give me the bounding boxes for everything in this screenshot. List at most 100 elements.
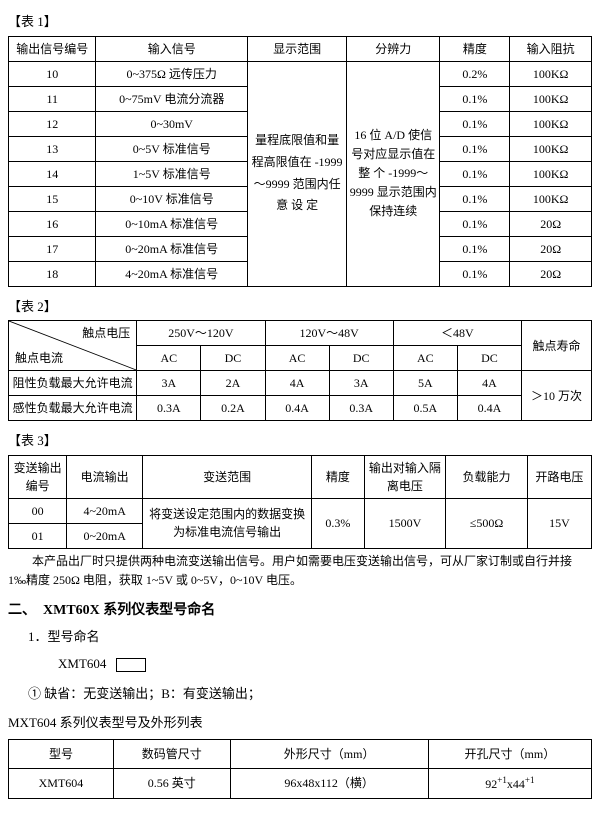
cell-tube: 0.56 英寸 — [113, 768, 230, 798]
acdc: DC — [329, 346, 393, 371]
cell-sig: 0~375Ω 远传压力 — [96, 61, 248, 86]
cell-prec: 0.1% — [440, 261, 510, 286]
cell-sig: 0~10V 标准信号 — [96, 186, 248, 211]
cell-curr: 4~20mA — [67, 498, 143, 523]
row-label: 感性负载最大允许电流 — [9, 396, 137, 421]
series-label: MXT604 系列仪表型号及外形列表 — [8, 713, 592, 733]
cell-sig: 0~20mA 标准信号 — [96, 236, 248, 261]
col-prec: 精度 — [440, 36, 510, 61]
diag-header: 触点电压 触点电流 — [9, 321, 137, 371]
col-res: 分辨力 — [347, 36, 440, 61]
cell-id: 17 — [9, 236, 96, 261]
table-row: 输出信号编号 输入信号 显示范围 分辨力 精度 输入阻抗 — [9, 36, 592, 61]
cell-curr: 0~20mA — [67, 523, 143, 548]
col-sig: 输入信号 — [96, 36, 248, 61]
table3-note: 本产品出厂时只提供两种电流变送输出信号。用户如需要电压变送输出信号，可从厂家订制… — [8, 552, 592, 590]
cell: 0.4A — [457, 396, 521, 421]
cell: 3A — [329, 371, 393, 396]
col: 型号 — [9, 739, 114, 768]
cell-prec: 0.1% — [440, 111, 510, 136]
table-row: 型号 数码管尺寸 外形尺寸（mm） 开孔尺寸（mm） — [9, 739, 592, 768]
col-imp: 输入阻抗 — [510, 36, 592, 61]
table-row: 感性负载最大允许电流 0.3A 0.2A 0.4A 0.3A 0.5A 0.4A — [9, 396, 592, 421]
cell-imp: 100KΩ — [510, 136, 592, 161]
col: 精度 — [312, 455, 364, 498]
cell: 0.4A — [265, 396, 329, 421]
acdc: DC — [201, 346, 265, 371]
table3: 变送输出编号 电流输出 变送范围 精度 输出对输入隔离电压 负载能力 开路电压 … — [8, 455, 592, 549]
cell-sig: 1~5V 标准信号 — [96, 161, 248, 186]
acdc: AC — [137, 346, 201, 371]
cell-sig: 0~75mV 电流分流器 — [96, 86, 248, 111]
cell-open: 15V — [527, 498, 591, 548]
cell-imp: 100KΩ — [510, 161, 592, 186]
acdc: DC — [457, 346, 521, 371]
cell: 2A — [201, 371, 265, 396]
row-label: 阻性负载最大允许电流 — [9, 371, 137, 396]
cell-prec: 0.1% — [440, 186, 510, 211]
cell-prec: 0.1% — [440, 211, 510, 236]
cell: 4A — [457, 371, 521, 396]
cell-id: 11 — [9, 86, 96, 111]
table4: 型号 数码管尺寸 外形尺寸（mm） 开孔尺寸（mm） XMT604 0.56 英… — [8, 739, 592, 799]
cell-id: 15 — [9, 186, 96, 211]
cell-prec: 0.1% — [440, 136, 510, 161]
table2: 触点电压 触点电流 250V～120V 120V～48V ＜48V 触点寿命 A… — [8, 320, 592, 421]
col: 数码管尺寸 — [113, 739, 230, 768]
table-row: 触点电压 触点电流 250V～120V 120V～48V ＜48V 触点寿命 — [9, 321, 592, 346]
cell-id: 01 — [9, 523, 67, 548]
volt-range: ＜48V — [393, 321, 521, 346]
cell-load: ≤500Ω — [446, 498, 528, 548]
cell-sig: 0~30mV — [96, 111, 248, 136]
table1: 输出信号编号 输入信号 显示范围 分辨力 精度 输入阻抗 10 0~375Ω 远… — [8, 36, 592, 287]
cell: 3A — [137, 371, 201, 396]
cell: 0.3A — [137, 396, 201, 421]
cell-sig: 0~5V 标准信号 — [96, 136, 248, 161]
col: 电流输出 — [67, 455, 143, 498]
life-val: ＞10 万次 — [522, 371, 592, 421]
col: 输出对输入隔离电压 — [364, 455, 446, 498]
diag-upper: 触点电压 — [82, 324, 130, 342]
volt-range: 250V～120V — [137, 321, 265, 346]
table-row: 阻性负载最大允许电流 3A 2A 4A 3A 5A 4A ＞10 万次 — [9, 371, 592, 396]
cell-imp: 100KΩ — [510, 61, 592, 86]
cell-imp: 100KΩ — [510, 86, 592, 111]
model-desc: ① 缺省：无变送输出；B：有变送输出； — [28, 684, 592, 704]
cell-id: 18 — [9, 261, 96, 286]
acdc: AC — [265, 346, 329, 371]
section2-heading: 二、 XMT60X 系列仪表型号命名 — [8, 600, 592, 621]
cell-model: XMT604 — [9, 768, 114, 798]
cell: 0.3A — [329, 396, 393, 421]
sub-model-naming: 1．型号命名 — [28, 627, 592, 647]
cell-range-merged: 量程底限值和量程高限值在 -1999～9999 范围内任意 设 定 — [248, 61, 347, 286]
cell-prec: 0.3% — [312, 498, 364, 548]
cell-imp: 100KΩ — [510, 186, 592, 211]
cell-id: 16 — [9, 211, 96, 236]
col: 变送输出编号 — [9, 455, 67, 498]
cell-res-merged: 16 位 A/D 使信号对应显示值在整 个 -1999～9999 显示范围内保持… — [347, 61, 440, 286]
cell-imp: 100KΩ — [510, 111, 592, 136]
col-id: 输出信号编号 — [9, 36, 96, 61]
cell-iso: 1500V — [364, 498, 446, 548]
cell-imp: 20Ω — [510, 236, 592, 261]
table-row: 变送输出编号 电流输出 变送范围 精度 输出对输入隔离电压 负载能力 开路电压 — [9, 455, 592, 498]
col: 开路电压 — [527, 455, 591, 498]
volt-range: 120V～48V — [265, 321, 393, 346]
table-row: XMT604 0.56 英寸 96x48x112（横） 92+1x44+1 — [9, 768, 592, 798]
cell-prec: 0.2% — [440, 61, 510, 86]
cell: 0.2A — [201, 396, 265, 421]
table-row: 00 4~20mA 将变送设定范围内的数据变换为标准电流信号输出 0.3% 15… — [9, 498, 592, 523]
col: 变送范围 — [143, 455, 312, 498]
cell-sig: 4~20mA 标准信号 — [96, 261, 248, 286]
cell-id: 10 — [9, 61, 96, 86]
acdc: AC — [393, 346, 457, 371]
cell-id: 14 — [9, 161, 96, 186]
table2-label: 【表 2】 — [8, 297, 592, 317]
cell-prec: 0.1% — [440, 236, 510, 261]
table1-label: 【表 1】 — [8, 12, 592, 32]
cell-sig: 0~10mA 标准信号 — [96, 211, 248, 236]
life-header: 触点寿命 — [522, 321, 592, 371]
col: 外形尺寸（mm） — [230, 739, 428, 768]
col: 开孔尺寸（mm） — [428, 739, 591, 768]
cell: 0.5A — [393, 396, 457, 421]
